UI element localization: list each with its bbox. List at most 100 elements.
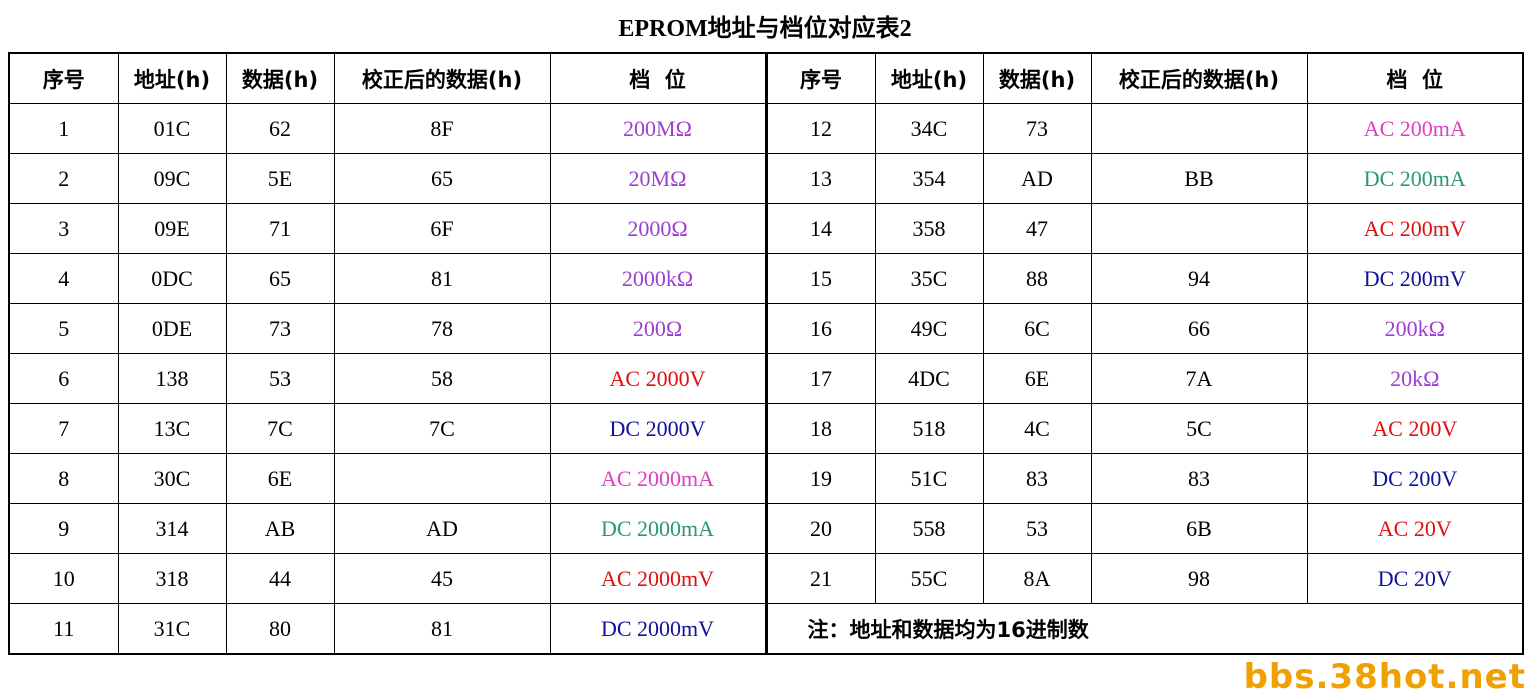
table-row: 1 01C 62 8F 200MΩ 12 34C 73 AC 200mA	[8, 103, 1524, 154]
data-cell-right: 88	[982, 253, 1092, 304]
address-cell-right: 55C	[874, 553, 984, 604]
address-cell: 314	[117, 503, 227, 554]
address-cell-right: 4DC	[874, 353, 984, 404]
range-cell-right: AC 200mA	[1306, 103, 1524, 154]
range-cell-right: 200kΩ	[1306, 303, 1524, 354]
row-number: 10	[8, 553, 119, 604]
range-cell: 20MΩ	[549, 153, 767, 204]
data-cell: 71	[225, 203, 335, 254]
corrected-data-cell: 7C	[333, 403, 551, 454]
row-number: 5	[8, 303, 119, 354]
address-cell: 13C	[117, 403, 227, 454]
header-range-right: 档 位	[1306, 52, 1524, 104]
range-cell-right: DC 200mA	[1306, 153, 1524, 204]
data-cell: 62	[225, 103, 335, 154]
row-number-right: 17	[764, 353, 876, 404]
range-cell: DC 2000mV	[549, 603, 767, 655]
data-cell-right: 73	[982, 103, 1092, 154]
corrected-data-cell	[333, 453, 551, 504]
row-number: 3	[8, 203, 119, 254]
table-row: 9 314 AB AD DC 2000mA 20 558 53 6B AC 20V	[8, 503, 1524, 554]
corrected-data-cell-right: 5C	[1090, 403, 1308, 454]
watermark: bbs.38hot.net	[1243, 657, 1526, 697]
row-number-right: 13	[764, 153, 876, 204]
range-cell-right: AC 20V	[1306, 503, 1524, 554]
range-cell: 2000kΩ	[549, 253, 767, 304]
range-cell-right: DC 200mV	[1306, 253, 1524, 304]
range-cell: DC 2000mA	[549, 503, 767, 554]
table-row: 11 31C 80 81 DC 2000mV 注：地址和数据均为16进制数	[8, 603, 1524, 655]
table-row: 8 30C 6E AC 2000mA 19 51C 83 83 DC 200V	[8, 453, 1524, 504]
row-number: 8	[8, 453, 119, 504]
table-row: 3 09E 71 6F 2000Ω 14 358 47 AC 200mV	[8, 203, 1524, 254]
address-cell: 09E	[117, 203, 227, 254]
range-cell: 2000Ω	[549, 203, 767, 254]
range-cell: 200MΩ	[549, 103, 767, 154]
data-cell: AB	[225, 503, 335, 554]
row-number-right: 18	[764, 403, 876, 454]
header-data-right: 数据(h)	[982, 52, 1092, 104]
data-cell-right: 6E	[982, 353, 1092, 404]
data-cell: 73	[225, 303, 335, 354]
corrected-data-cell-right: 66	[1090, 303, 1308, 354]
table-row: 5 0DE 73 78 200Ω 16 49C 6C 66 200kΩ	[8, 303, 1524, 354]
eprom-table: 序号 地址(h) 数据(h) 校正后的数据(h) 档 位 序号 地址(h) 数据…	[8, 52, 1524, 655]
row-number-right: 14	[764, 203, 876, 254]
row-number: 4	[8, 253, 119, 304]
header-corrected: 校正后的数据(h)	[333, 52, 551, 104]
data-cell: 6E	[225, 453, 335, 504]
corrected-data-cell: 8F	[333, 103, 551, 154]
address-cell: 0DC	[117, 253, 227, 304]
header-no: 序号	[8, 52, 119, 104]
row-number: 7	[8, 403, 119, 454]
data-cell: 65	[225, 253, 335, 304]
table-row: 2 09C 5E 65 20MΩ 13 354 AD BB DC 200mA	[8, 153, 1524, 204]
range-cell-right: AC 200V	[1306, 403, 1524, 454]
data-cell-right: 8A	[982, 553, 1092, 604]
corrected-data-cell-right	[1090, 203, 1308, 254]
range-cell: AC 2000mV	[549, 553, 767, 604]
corrected-data-cell: 45	[333, 553, 551, 604]
corrected-data-cell: 81	[333, 253, 551, 304]
address-cell-right: 35C	[874, 253, 984, 304]
address-cell-right: 49C	[874, 303, 984, 354]
corrected-data-cell-right: 98	[1090, 553, 1308, 604]
data-cell: 53	[225, 353, 335, 404]
table-row: 7 13C 7C 7C DC 2000V 18 518 4C 5C AC 200V	[8, 403, 1524, 454]
range-cell: AC 2000V	[549, 353, 767, 404]
row-number: 1	[8, 103, 119, 154]
address-cell: 09C	[117, 153, 227, 204]
corrected-data-cell-right	[1090, 103, 1308, 154]
address-cell: 138	[117, 353, 227, 404]
row-number: 11	[8, 603, 119, 655]
note-cell: 注：地址和数据均为16进制数	[764, 603, 1524, 655]
corrected-data-cell-right: 6B	[1090, 503, 1308, 554]
corrected-data-cell: 65	[333, 153, 551, 204]
range-cell-right: AC 200mV	[1306, 203, 1524, 254]
address-cell: 31C	[117, 603, 227, 655]
table-row: 6 138 53 58 AC 2000V 17 4DC 6E 7A 20kΩ	[8, 353, 1524, 404]
data-cell-right: 47	[982, 203, 1092, 254]
address-cell: 01C	[117, 103, 227, 154]
corrected-data-cell: AD	[333, 503, 551, 554]
range-cell-right: 20kΩ	[1306, 353, 1524, 404]
address-cell: 318	[117, 553, 227, 604]
row-number: 6	[8, 353, 119, 404]
data-cell-right: 4C	[982, 403, 1092, 454]
range-cell-right: DC 20V	[1306, 553, 1524, 604]
address-cell-right: 558	[874, 503, 984, 554]
corrected-data-cell-right: BB	[1090, 153, 1308, 204]
table-row: 10 318 44 45 AC 2000mV 21 55C 8A 98 DC 20V	[8, 553, 1524, 604]
data-cell: 80	[225, 603, 335, 655]
row-number-right: 21	[764, 553, 876, 604]
row-number-right: 12	[764, 103, 876, 154]
data-cell-right: 53	[982, 503, 1092, 554]
range-cell: AC 2000mA	[549, 453, 767, 504]
row-number-right: 19	[764, 453, 876, 504]
corrected-data-cell-right: 83	[1090, 453, 1308, 504]
corrected-data-cell: 81	[333, 603, 551, 655]
row-number: 2	[8, 153, 119, 204]
header-data: 数据(h)	[225, 52, 335, 104]
data-cell-right: 83	[982, 453, 1092, 504]
address-cell-right: 358	[874, 203, 984, 254]
